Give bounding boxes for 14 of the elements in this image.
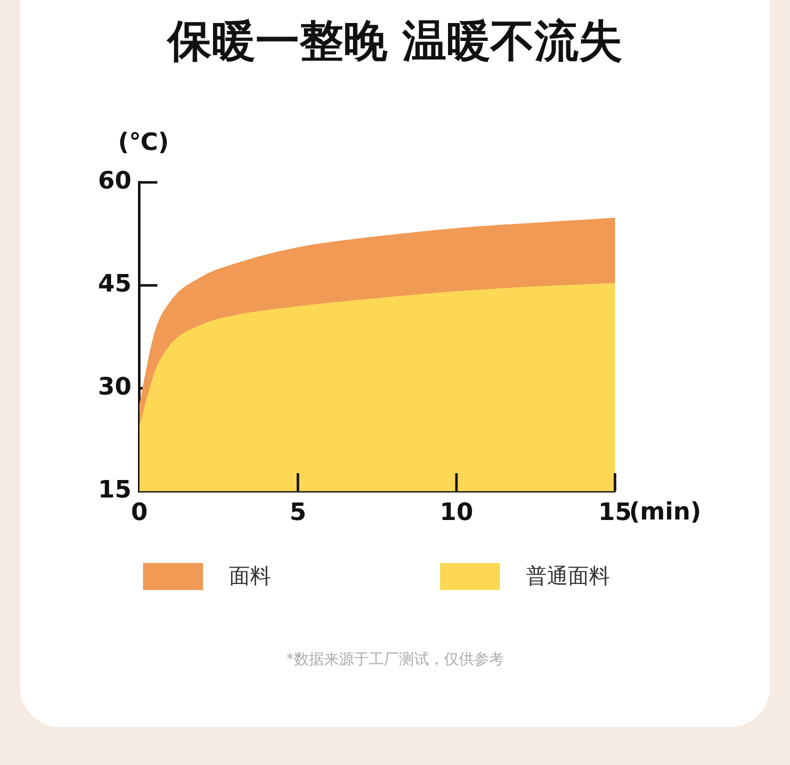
chart-title: 保暖一整晚 温暖不流失 [165,15,624,69]
y-axis-title: (℃) [118,128,169,156]
y-tick-label: 30 [98,372,132,400]
y-tick-label: 45 [98,270,132,298]
x-tick-label: 10 [440,498,474,526]
x-tick-label: 5 [290,498,306,526]
x-tick-label: 15 [598,498,632,526]
legend-label: 普通面料 [526,563,610,590]
legend-label: 面料 [229,563,271,590]
y-tick-label: 15 [98,475,132,504]
text: *数据来源于工厂测试，仅供参考 [285,650,505,669]
x-tick-label: 0 [131,498,148,526]
y-tick-label: 60 [98,166,132,195]
x-axis-title: (min) [629,497,702,526]
